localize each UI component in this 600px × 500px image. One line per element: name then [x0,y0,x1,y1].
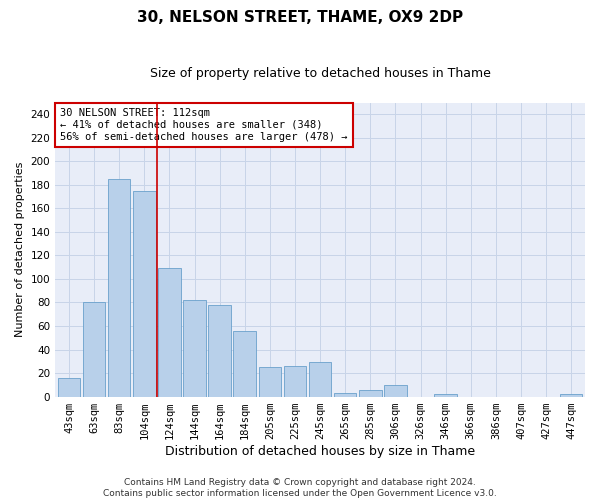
Bar [108,179,130,396]
Bar [359,390,382,396]
Bar [259,367,281,396]
Bar [560,394,583,396]
Bar [334,393,356,396]
Bar [434,394,457,396]
Bar [133,190,155,396]
Bar [384,385,407,396]
Y-axis label: Number of detached properties: Number of detached properties [15,162,25,337]
Bar [158,268,181,396]
Bar [208,305,231,396]
Text: 30 NELSON STREET: 112sqm
← 41% of detached houses are smaller (348)
56% of semi-: 30 NELSON STREET: 112sqm ← 41% of detach… [61,108,348,142]
Title: Size of property relative to detached houses in Thame: Size of property relative to detached ho… [149,68,491,80]
Text: 30, NELSON STREET, THAME, OX9 2DP: 30, NELSON STREET, THAME, OX9 2DP [137,10,463,25]
Text: Contains HM Land Registry data © Crown copyright and database right 2024.
Contai: Contains HM Land Registry data © Crown c… [103,478,497,498]
Bar [83,302,106,396]
Bar [183,300,206,396]
X-axis label: Distribution of detached houses by size in Thame: Distribution of detached houses by size … [165,444,475,458]
Bar [233,330,256,396]
Bar [309,362,331,396]
Bar [58,378,80,396]
Bar [284,366,306,396]
